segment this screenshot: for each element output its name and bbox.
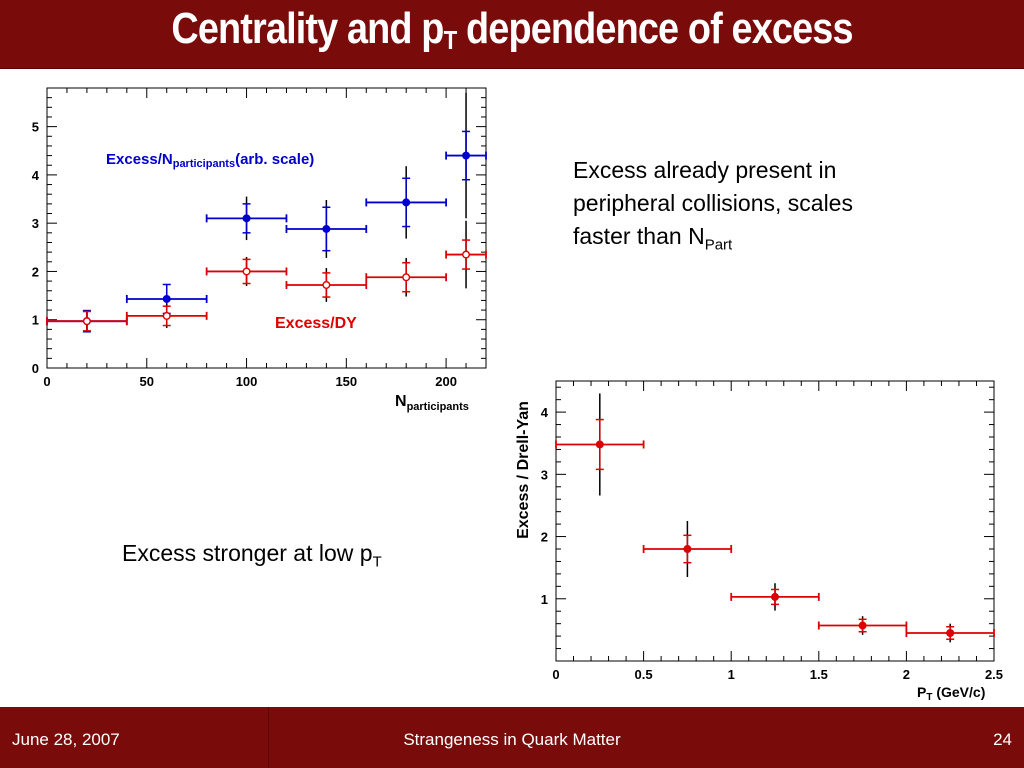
x-axis-title-pt: PT (GeV/c) <box>917 684 985 703</box>
slide-title: Centrality and pT dependence of excess <box>72 4 953 56</box>
note-centrality-line1: Excess already present in <box>573 157 837 183</box>
footer-title: Strangeness in Quark Matter <box>403 730 621 749</box>
footer-bar: June 28, 2007 Strangeness in Quark Matte… <box>0 707 1024 768</box>
plot-frame <box>46 87 487 369</box>
note-centrality-line3-sub: Part <box>704 236 733 254</box>
pt-chart-svg: Excess / Drell-Yan PT (GeV/c) 0 0.5 1 1.5 2 2… <box>515 380 1003 703</box>
data-point <box>242 267 251 276</box>
x-tick-label: 0 <box>552 667 559 682</box>
x-tick-label: 2.5 <box>985 667 1003 682</box>
y-tick-label: 2 <box>32 264 39 279</box>
legend-excess-dy: Excess/DY <box>275 315 357 332</box>
x-axis-title: Nparticipants <box>395 393 469 413</box>
y-tick-label: 3 <box>32 216 39 231</box>
data-point <box>162 294 171 303</box>
legend-excess-npart: Excess/Nparticipants(arb. scale) <box>106 151 314 170</box>
x-tick-label: 150 <box>335 374 357 389</box>
y-tick-label: 2 <box>541 530 548 545</box>
y-tick-label: 3 <box>541 467 548 482</box>
data-point <box>322 224 331 233</box>
data-point <box>242 214 251 223</box>
note-centrality-line3-prefix: faster than N <box>573 223 705 249</box>
x-axis-title-pt-sub: T <box>926 692 932 703</box>
x-tick-label: 1 <box>728 667 735 682</box>
data-point <box>683 544 692 553</box>
plot-frame <box>555 380 995 662</box>
data-point <box>858 621 867 630</box>
note-pt: Excess stronger at low pT <box>122 540 382 571</box>
note-centrality-line3: faster than NPart <box>573 220 853 262</box>
slide-title-tail: dependence of excess <box>456 4 853 53</box>
x-tick-label: 0.5 <box>635 667 653 682</box>
x-axis-title-pt-main: P <box>917 684 926 700</box>
y-tick-label: 1 <box>541 592 548 607</box>
y-tick-label: 4 <box>32 168 40 183</box>
data-point <box>595 440 604 449</box>
data-point <box>771 592 780 601</box>
x-tick-label: 100 <box>236 374 258 389</box>
note-pt-sub: T <box>372 553 382 571</box>
y-tick-label: 0 <box>32 361 39 376</box>
data-point <box>462 151 471 160</box>
centrality-chart-svg: Excess/Nparticipants(arb. scale) Excess/… <box>32 87 487 413</box>
y-tick-label: 1 <box>32 313 39 328</box>
data-point <box>322 280 331 289</box>
slide-title-main: Centrality and p <box>171 4 444 53</box>
note-centrality-line2: peripheral collisions, scales <box>573 190 853 216</box>
slide-title-sub: T <box>443 25 458 55</box>
x-tick-label: 1.5 <box>810 667 828 682</box>
x-tick-label: 2 <box>903 667 910 682</box>
data-point <box>946 629 955 638</box>
data-point <box>162 311 171 320</box>
data-point <box>402 198 411 207</box>
note-pt-prefix: Excess stronger at low p <box>122 540 373 566</box>
y-axis-title: Excess / Drell-Yan <box>515 401 532 539</box>
x-tick-label: 0 <box>43 374 50 389</box>
x-axis-title-pt-tail: (GeV/c) <box>932 684 985 700</box>
y-tick-label: 4 <box>541 405 549 420</box>
centrality-chart: Excess/Nparticipants(arb. scale) Excess/… <box>0 78 500 418</box>
data-point <box>402 273 411 282</box>
footer-date: June 28, 2007 <box>12 730 120 749</box>
data-point <box>462 250 471 259</box>
legend-excess-npart-sub: participants <box>173 158 235 170</box>
data-point <box>82 317 91 326</box>
legend-excess-npart-tail: (arb. scale) <box>235 151 314 168</box>
x-axis-title-sub: participants <box>407 401 469 413</box>
footer-divider <box>268 707 269 768</box>
pt-chart: Excess / Drell-Yan PT (GeV/c) 0 0.5 1 1.5 2 2… <box>506 372 1024 706</box>
x-tick-label: 50 <box>140 374 154 389</box>
x-tick-label: 200 <box>435 374 457 389</box>
title-bar: Centrality and pT dependence of excess <box>0 0 1024 69</box>
x-axis-title-main: N <box>395 393 407 410</box>
footer-page-number: 24 <box>993 730 1012 749</box>
note-centrality: Excess already present in peripheral col… <box>573 154 853 262</box>
y-tick-label: 5 <box>32 120 39 135</box>
legend-excess-npart-main: Excess/N <box>106 151 173 168</box>
